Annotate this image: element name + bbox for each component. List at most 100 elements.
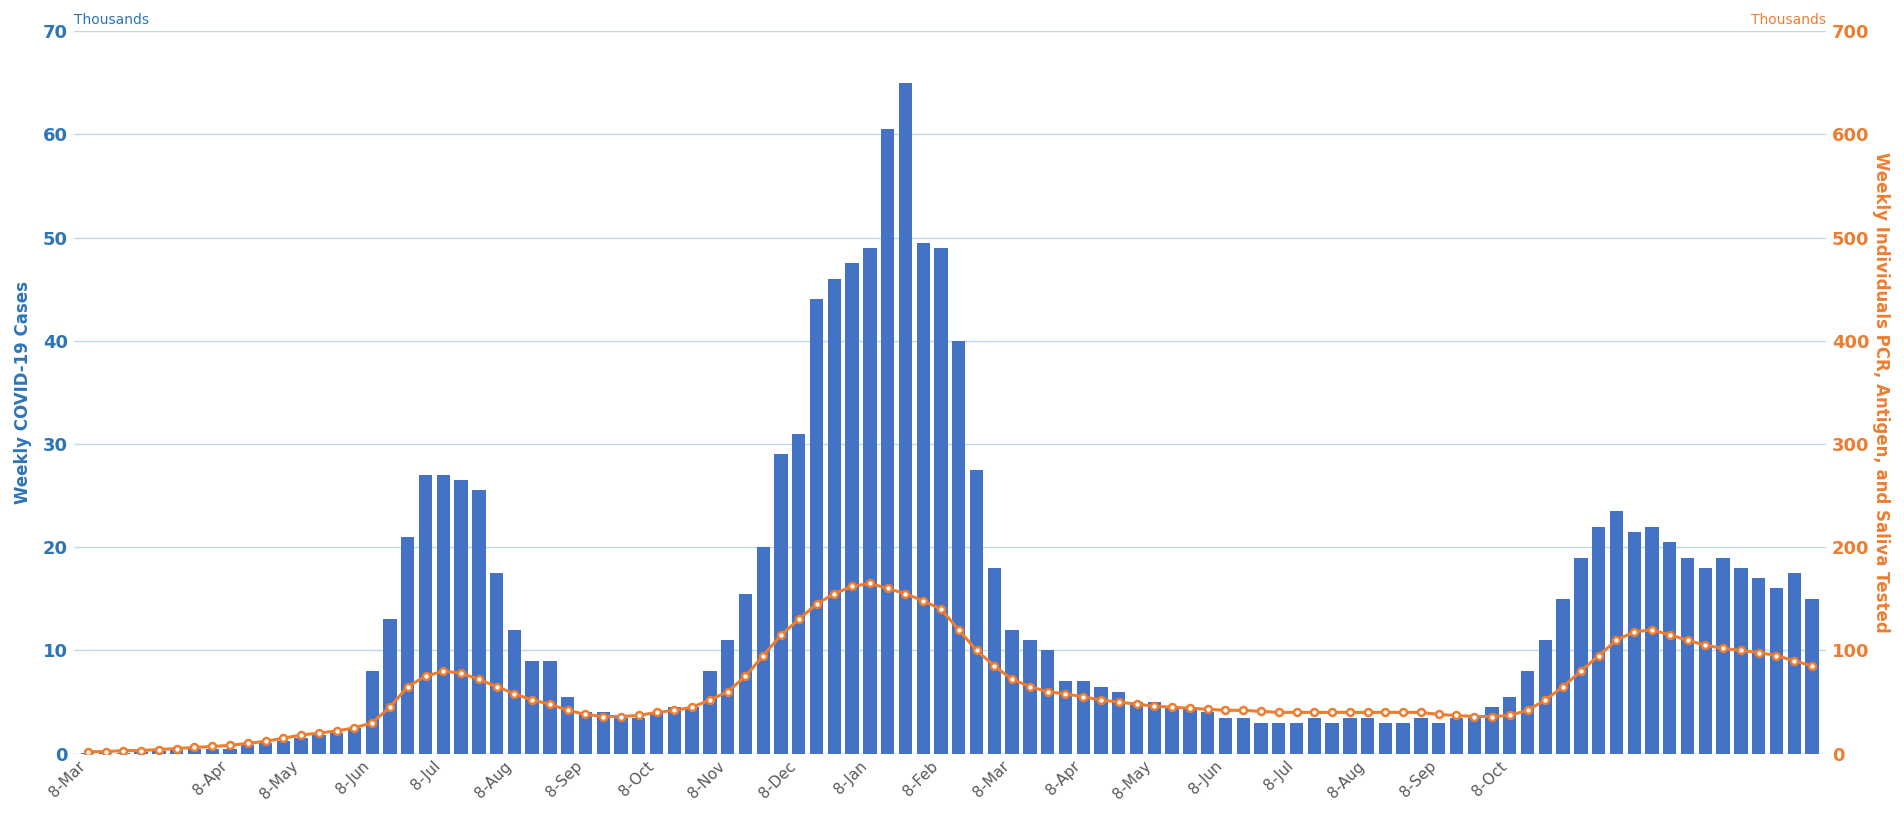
Bar (882, 129, 895, 754)
Bar (668, 707, 682, 754)
Bar (1076, 681, 1089, 754)
Bar (169, 750, 183, 754)
Bar (295, 738, 308, 754)
Bar (739, 594, 752, 754)
Bar (809, 299, 823, 754)
Bar (472, 490, 486, 754)
Bar (1289, 723, 1302, 754)
Bar (1628, 532, 1641, 754)
Bar (419, 475, 432, 754)
Bar (899, 82, 912, 754)
Bar (1521, 671, 1535, 754)
Text: Thousands: Thousands (1752, 13, 1826, 28)
Y-axis label: Weekly COVID-19 Cases: Weekly COVID-19 Cases (13, 281, 32, 503)
Bar (1502, 697, 1516, 754)
Bar (259, 743, 272, 754)
Bar (1325, 723, 1339, 754)
Bar (1148, 702, 1161, 754)
Bar (1219, 717, 1232, 754)
Bar (863, 248, 876, 754)
Bar (1272, 723, 1285, 754)
Bar (329, 733, 343, 754)
Bar (206, 748, 219, 754)
Bar (1698, 568, 1712, 754)
Bar (1681, 557, 1695, 754)
Bar (579, 712, 592, 754)
Bar (152, 751, 166, 754)
Bar (722, 640, 735, 754)
Bar (1538, 640, 1552, 754)
Bar (685, 707, 699, 754)
Bar (1182, 707, 1196, 754)
Bar (99, 752, 112, 754)
Bar (935, 248, 948, 754)
Bar (82, 752, 95, 754)
Bar (276, 741, 289, 754)
Bar (632, 717, 645, 754)
Bar (436, 475, 449, 754)
Y-axis label: Weekly Individuals PCR, Antigen, and Saliva Tested: Weekly Individuals PCR, Antigen, and Sal… (1872, 152, 1891, 632)
Bar (1556, 599, 1569, 754)
Bar (312, 735, 326, 754)
Bar (543, 661, 556, 754)
Bar (1805, 599, 1818, 754)
Bar (1662, 542, 1676, 754)
Bar (1415, 717, 1428, 754)
Bar (1201, 712, 1215, 754)
Bar (116, 752, 129, 754)
Bar (596, 712, 609, 754)
Bar (1432, 723, 1445, 754)
Bar (1396, 723, 1409, 754)
Bar (489, 573, 503, 754)
Bar (756, 548, 769, 754)
Bar (1059, 681, 1072, 754)
Bar (1735, 568, 1748, 754)
Bar (402, 537, 415, 754)
Bar (1609, 511, 1622, 754)
Bar (649, 712, 663, 754)
Bar (703, 671, 716, 754)
Bar (775, 455, 788, 754)
Bar (1041, 650, 1055, 754)
Bar (1788, 573, 1801, 754)
Bar (383, 619, 396, 754)
Bar (1255, 723, 1268, 754)
Bar (1592, 526, 1605, 754)
Bar (1165, 707, 1179, 754)
Bar (1361, 717, 1375, 754)
Bar (188, 748, 202, 754)
Bar (615, 717, 628, 754)
Bar (1342, 717, 1356, 754)
Bar (135, 752, 149, 754)
Bar (988, 568, 1002, 754)
Bar (562, 697, 575, 754)
Bar (1645, 526, 1658, 754)
Bar (508, 630, 522, 754)
Bar (1308, 717, 1321, 754)
Bar (366, 671, 379, 754)
Bar (1468, 717, 1481, 754)
Bar (242, 745, 255, 754)
Bar (1771, 588, 1784, 754)
Bar (526, 661, 539, 754)
Bar (792, 433, 805, 754)
Bar (1236, 717, 1249, 754)
Bar (845, 264, 859, 754)
Bar (1575, 557, 1588, 754)
Bar (1005, 630, 1019, 754)
Bar (1129, 702, 1142, 754)
Bar (1449, 717, 1462, 754)
Bar (455, 480, 468, 754)
Bar (1752, 579, 1765, 754)
Bar (952, 341, 965, 754)
Bar (1378, 723, 1392, 754)
Text: Thousands: Thousands (74, 13, 149, 28)
Bar (828, 279, 842, 754)
Bar (223, 748, 236, 754)
Bar (348, 728, 362, 754)
Bar (1112, 692, 1125, 754)
Bar (1717, 557, 1731, 754)
Bar (1485, 707, 1498, 754)
Bar (969, 470, 982, 754)
Bar (1022, 640, 1036, 754)
